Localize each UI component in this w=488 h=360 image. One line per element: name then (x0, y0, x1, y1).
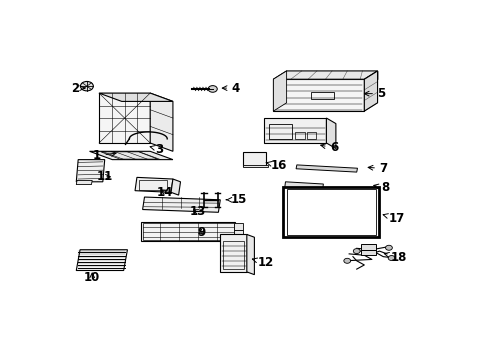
Polygon shape (273, 71, 286, 111)
Text: 15: 15 (226, 193, 247, 206)
Polygon shape (284, 182, 323, 190)
Polygon shape (246, 234, 254, 275)
Bar (311, 92, 333, 99)
Polygon shape (326, 118, 335, 149)
Bar (139, 180, 167, 190)
Text: 11: 11 (97, 170, 113, 183)
Polygon shape (171, 179, 180, 195)
Circle shape (81, 81, 93, 91)
Polygon shape (99, 93, 150, 143)
Polygon shape (135, 177, 173, 192)
Circle shape (387, 256, 394, 261)
Polygon shape (76, 180, 92, 185)
Circle shape (353, 249, 359, 253)
Polygon shape (273, 71, 377, 79)
Polygon shape (89, 151, 173, 159)
Text: 8: 8 (373, 181, 388, 194)
Bar (360, 250, 375, 255)
Circle shape (186, 201, 196, 208)
Text: 6: 6 (320, 141, 337, 154)
Text: 4: 4 (222, 82, 239, 95)
Polygon shape (243, 152, 265, 166)
Text: 1: 1 (93, 149, 116, 162)
Polygon shape (364, 71, 377, 111)
Polygon shape (233, 223, 243, 230)
Bar (142, 223, 233, 240)
Bar (223, 242, 244, 269)
Bar (306, 132, 316, 139)
Text: 12: 12 (252, 256, 273, 269)
Polygon shape (76, 159, 104, 182)
Polygon shape (273, 79, 364, 111)
Bar (268, 123, 291, 139)
Text: 14: 14 (157, 186, 173, 199)
Circle shape (208, 86, 217, 92)
Circle shape (158, 201, 168, 208)
Text: 17: 17 (382, 212, 404, 225)
Circle shape (164, 137, 169, 141)
Bar (295, 132, 304, 139)
Polygon shape (76, 250, 127, 270)
Polygon shape (150, 93, 173, 151)
Polygon shape (296, 165, 357, 172)
Circle shape (289, 184, 294, 188)
Bar (286, 189, 375, 235)
Text: 7: 7 (367, 162, 386, 175)
Polygon shape (220, 234, 246, 272)
Polygon shape (233, 230, 243, 239)
Circle shape (343, 258, 350, 263)
Polygon shape (99, 93, 173, 102)
Bar (282, 187, 379, 237)
Polygon shape (264, 118, 326, 143)
Polygon shape (142, 197, 220, 212)
Text: 2: 2 (71, 82, 84, 95)
Text: 13: 13 (189, 205, 205, 218)
Text: 3: 3 (150, 143, 163, 156)
Circle shape (385, 245, 391, 250)
Text: 9: 9 (197, 226, 205, 239)
Polygon shape (141, 222, 235, 242)
Text: 10: 10 (84, 271, 100, 284)
Text: 5: 5 (364, 87, 385, 100)
Circle shape (126, 137, 132, 141)
Polygon shape (243, 165, 267, 167)
Bar (360, 244, 375, 250)
Text: 16: 16 (265, 159, 286, 172)
Text: 18: 18 (384, 251, 406, 264)
